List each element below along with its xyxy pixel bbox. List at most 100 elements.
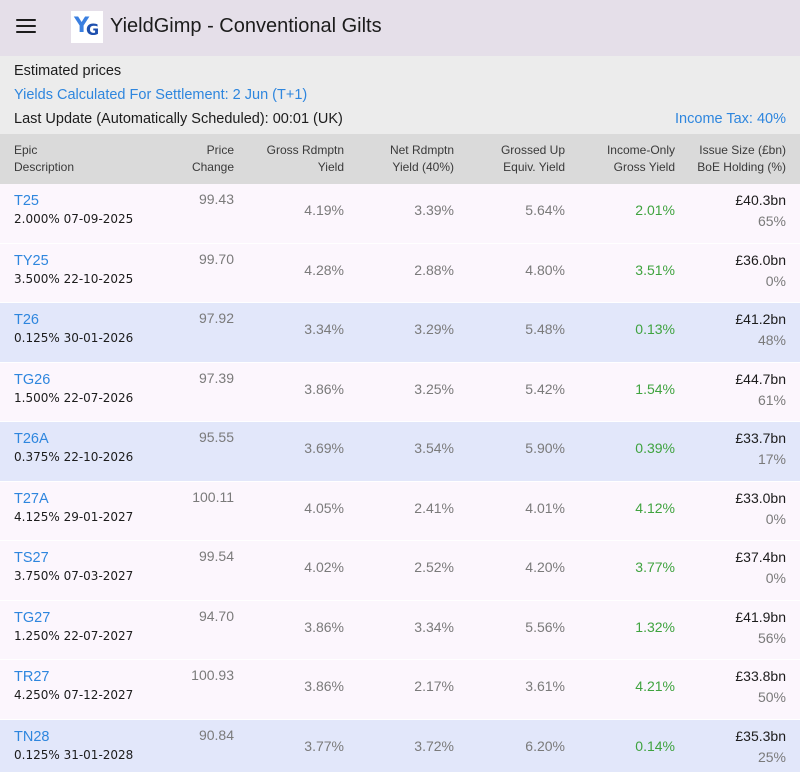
gilt-description: 4.125% 29-01-2027	[14, 509, 134, 524]
issue-size-value: £41.2bn	[735, 311, 786, 327]
boe-holding-value: 61%	[757, 391, 786, 408]
boe-holding-value: 48%	[757, 332, 786, 348]
gilt-description: 0.125% 31-01-2028	[14, 747, 134, 762]
gross-yield-value: 3.86%	[304, 618, 344, 635]
epic-link[interactable]: T27A	[14, 490, 49, 507]
gross-yield-value: 3.77%	[304, 737, 344, 754]
table-row[interactable]: T26 0.125% 30-01-2026 97.92 3.34% 3.29% …	[0, 303, 800, 363]
boe-holding-value: 0%	[765, 510, 786, 527]
gross-yield-value: 4.28%	[304, 261, 344, 278]
table-row[interactable]: TG26 1.500% 22-07-2026 97.39 3.86% 3.25%…	[0, 362, 800, 422]
income-yield-value: 4.21%	[635, 678, 675, 694]
header-grossed-up[interactable]: Grossed Up Equiv. Yield	[500, 143, 565, 174]
header-price[interactable]: Price Change	[191, 143, 234, 174]
grossed-up-value: 5.64%	[525, 202, 565, 218]
price-value: 100.11	[192, 488, 234, 505]
gilt-description: 3.750% 07-03-2027	[14, 569, 134, 583]
estimated-prices-text: Estimated prices	[14, 63, 122, 79]
gross-yield-value: 4.19%	[304, 202, 344, 218]
gilt-description: 0.125% 30-01-2026	[14, 331, 134, 345]
app-bar: Y G YieldGimp - Conventional Gilts	[0, 0, 800, 56]
net-yield-value: 2.52%	[414, 559, 454, 575]
income-yield-value: 3.51%	[635, 261, 675, 278]
income-yield-value: 1.32%	[635, 618, 675, 635]
net-yield-value: 2.17%	[414, 678, 454, 694]
table-row[interactable]: TG27 1.250% 22-07-2027 94.70 3.86% 3.34%…	[0, 600, 800, 660]
grossed-up-value: 6.20%	[525, 737, 565, 754]
gross-yield-value: 4.05%	[304, 499, 344, 516]
net-yield-value: 2.88%	[414, 261, 454, 278]
boe-holding-value: 65%	[757, 213, 786, 229]
price-value: 95.55	[198, 429, 234, 445]
price-value: 90.84	[198, 726, 234, 743]
net-yield-value: 2.41%	[414, 499, 454, 516]
price-value: 97.39	[198, 369, 234, 386]
income-yield-value: 0.39%	[635, 440, 675, 456]
page-title: YieldGimp - Conventional Gilts	[110, 15, 382, 37]
epic-link[interactable]: T26A	[14, 431, 49, 447]
price-value: 99.70	[198, 250, 234, 267]
gilt-description: 0.375% 22-10-2026	[14, 450, 134, 464]
epic-link[interactable]: TY25	[14, 252, 49, 269]
income-yield-value: 3.77%	[635, 559, 675, 575]
net-yield-value: 3.34%	[414, 618, 454, 635]
boe-holding-value: 0%	[765, 272, 786, 289]
income-yield-value: 2.01%	[635, 202, 675, 218]
epic-link[interactable]: TR27	[14, 669, 50, 685]
boe-holding-value: 17%	[757, 451, 786, 467]
price-value: 94.70	[198, 607, 234, 624]
gross-yield-value: 3.69%	[304, 440, 344, 456]
issue-size-value: £33.7bn	[735, 430, 786, 446]
epic-link[interactable]: TS27	[14, 550, 49, 566]
boe-holding-value: 56%	[757, 629, 786, 646]
table-row[interactable]: T27A 4.125% 29-01-2027 100.11 4.05% 2.41…	[0, 481, 800, 541]
price-value: 100.93	[191, 667, 234, 683]
epic-link[interactable]: TN28	[14, 728, 50, 745]
header-epic[interactable]: Epic Description	[14, 143, 75, 174]
price-value: 99.54	[198, 548, 234, 564]
gilt-description: 1.250% 22-07-2027	[14, 628, 134, 643]
price-value: 99.43	[198, 191, 234, 207]
gilt-description: 3.500% 22-10-2025	[14, 271, 134, 286]
boe-holding-value: 50%	[757, 689, 786, 705]
issue-size-value: £40.3bn	[735, 192, 786, 208]
grossed-up-value: 5.56%	[525, 618, 565, 635]
net-yield-value: 3.29%	[414, 321, 454, 337]
epic-link[interactable]: TG26	[14, 371, 51, 388]
gross-yield-value: 3.86%	[304, 380, 344, 397]
header-income-only[interactable]: Income-Only Gross Yield	[606, 143, 675, 174]
epic-link[interactable]: TG27	[14, 609, 51, 626]
table-row[interactable]: TY25 3.500% 22-10-2025 99.70 4.28% 2.88%…	[0, 243, 800, 303]
header-issue-size[interactable]: Issue Size (£bn) BoE Holding (%)	[697, 143, 786, 174]
table-row[interactable]: TR27 4.250% 07-12-2027 100.93 3.86% 2.17…	[0, 660, 800, 720]
settlement-link[interactable]: Yields Calculated For Settlement: 2 Jun …	[14, 87, 308, 103]
issue-size-value: £33.8bn	[735, 668, 786, 684]
header-gross-yield[interactable]: Gross Rdmptn Yield	[266, 143, 344, 174]
table-row[interactable]: TS27 3.750% 07-03-2027 99.54 4.02% 2.52%…	[0, 541, 800, 601]
table-row[interactable]: T26A 0.375% 22-10-2026 95.55 3.69% 3.54%…	[0, 422, 800, 482]
issue-size-value: £37.4bn	[735, 549, 786, 565]
net-yield-value: 3.39%	[414, 202, 454, 218]
income-yield-value: 4.12%	[635, 499, 675, 516]
grossed-up-value: 3.61%	[525, 678, 565, 694]
table-row[interactable]: TN28 0.125% 31-01-2028 90.84 3.77% 3.72%…	[0, 719, 800, 772]
table-row[interactable]: T25 2.000% 07-09-2025 99.43 4.19% 3.39% …	[0, 184, 800, 244]
menu-icon[interactable]	[16, 19, 36, 35]
issue-size-value: £41.9bn	[735, 608, 786, 625]
grossed-up-value: 4.20%	[525, 559, 565, 575]
epic-link[interactable]: T26	[14, 312, 39, 328]
grossed-up-value: 5.48%	[525, 321, 565, 337]
income-yield-value: 0.14%	[635, 737, 675, 754]
header-net-yield[interactable]: Net Rdmptn Yield (40%)	[389, 143, 454, 174]
income-tax-link[interactable]: Income Tax: 40%	[675, 111, 786, 127]
issue-size-value: £36.0bn	[735, 251, 786, 268]
gross-yield-value: 3.86%	[304, 678, 344, 694]
gross-yield-value: 4.02%	[304, 559, 344, 575]
issue-size-value: £33.0bn	[735, 489, 786, 506]
epic-link[interactable]: T25	[14, 193, 39, 209]
grossed-up-value: 4.01%	[525, 499, 565, 516]
gilts-table-body: T25 2.000% 07-09-2025 99.43 4.19% 3.39% …	[0, 184, 800, 772]
gross-yield-value: 3.34%	[304, 321, 344, 337]
boe-holding-value: 25%	[757, 748, 786, 765]
net-yield-value: 3.54%	[414, 440, 454, 456]
